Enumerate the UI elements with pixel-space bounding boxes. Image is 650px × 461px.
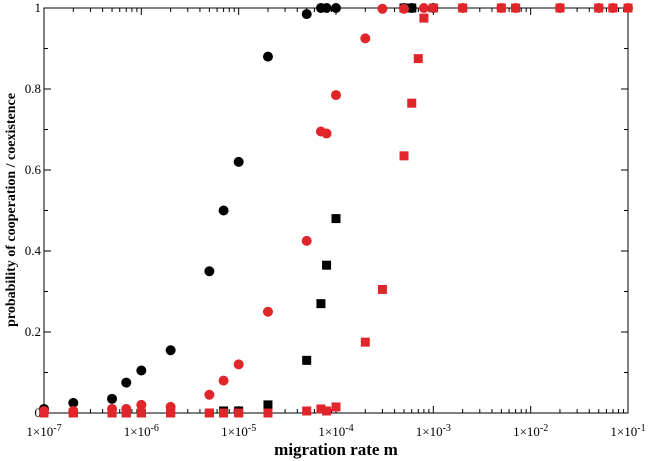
data-point-circle — [418, 3, 429, 13]
y-tick-label: 0.2 — [25, 324, 41, 339]
x-tick-label: 1×10-4 — [318, 423, 353, 439]
data-point-square — [263, 408, 273, 418]
data-point-square — [419, 13, 429, 23]
data-point-circle — [204, 389, 215, 400]
data-point-square — [413, 54, 423, 64]
data-point-square — [331, 402, 341, 412]
x-tick-label: 1×10-6 — [124, 423, 159, 439]
x-tick-label: 1×10-3 — [416, 423, 451, 439]
y-tick-label: 0.8 — [25, 81, 41, 96]
data-point-square — [360, 337, 370, 347]
data-point-circle — [204, 266, 215, 277]
data-marks — [39, 3, 633, 418]
x-axis: 1×10-7 1×10-6 1×10-5 1×10-4 1×10-3 1×10-2 1×10… — [26, 8, 646, 439]
data-point-square — [496, 3, 506, 13]
data-point-square — [511, 3, 521, 13]
x-tick-label: 1×10-5 — [221, 423, 256, 439]
data-point-circle — [301, 9, 312, 20]
data-point-square — [377, 284, 387, 294]
data-point-circle — [136, 365, 147, 376]
data-point-square — [399, 151, 409, 161]
data-point-square — [121, 408, 131, 418]
data-point-circle — [218, 205, 229, 216]
data-point-circle — [360, 33, 371, 44]
data-point-square — [322, 260, 332, 270]
data-point-circle — [121, 377, 132, 388]
data-point-circle — [262, 51, 273, 62]
data-point-square — [608, 3, 618, 13]
y-tick-label: 0 — [35, 405, 42, 420]
x-tick-label: 1×10-1 — [610, 423, 645, 439]
data-point-square — [458, 3, 468, 13]
data-point-square — [428, 3, 438, 13]
x-tick-label: 1×10-2 — [513, 423, 548, 439]
data-point-circle — [399, 3, 410, 14]
data-point-circle — [165, 345, 176, 356]
data-point-square — [166, 408, 176, 418]
data-point-square — [263, 400, 273, 410]
data-point-circle — [321, 3, 332, 13]
data-point-square — [234, 408, 244, 418]
data-point-square — [594, 3, 604, 13]
data-point-square — [68, 408, 78, 418]
data-point-circle — [262, 306, 273, 317]
data-point-square — [302, 406, 312, 416]
data-point-circle — [331, 3, 341, 13]
y-axis: 0 0.2 0.4 0.6 0.8 1 — [25, 0, 628, 420]
data-point-circle — [377, 3, 388, 14]
data-point-circle — [107, 393, 118, 404]
data-point-circle — [331, 90, 341, 101]
data-point-circle — [233, 359, 244, 370]
data-point-circle — [136, 399, 147, 410]
x-axis-title: migration rate m — [274, 440, 398, 459]
y-tick-label: 0.6 — [25, 162, 42, 177]
data-point-circle — [218, 375, 229, 386]
y-tick-label: 1 — [35, 0, 42, 15]
data-point-square — [322, 406, 332, 416]
data-point-square — [39, 408, 49, 418]
data-point-square — [219, 408, 229, 418]
data-point-circle — [321, 128, 332, 139]
data-point-square — [302, 355, 312, 365]
data-point-square — [316, 404, 326, 414]
data-point-square — [407, 3, 417, 13]
plot-frame — [43, 7, 629, 414]
y-tick-label: 0.4 — [25, 243, 42, 258]
data-point-square — [555, 3, 565, 13]
data-point-square — [204, 408, 214, 418]
data-point-circle — [68, 397, 79, 408]
data-point-square — [623, 3, 633, 13]
data-point-square — [331, 214, 341, 224]
data-point-square — [136, 408, 146, 418]
data-point-circle — [301, 235, 312, 246]
data-point-square — [316, 299, 326, 309]
x-tick-label: 1×10-7 — [26, 423, 61, 439]
plot-area — [43, 7, 629, 414]
data-point-circle — [233, 156, 244, 167]
y-axis-title: probability of cooperation / coexistence — [4, 93, 19, 327]
data-point-square — [407, 98, 417, 108]
data-point-square — [107, 408, 117, 418]
